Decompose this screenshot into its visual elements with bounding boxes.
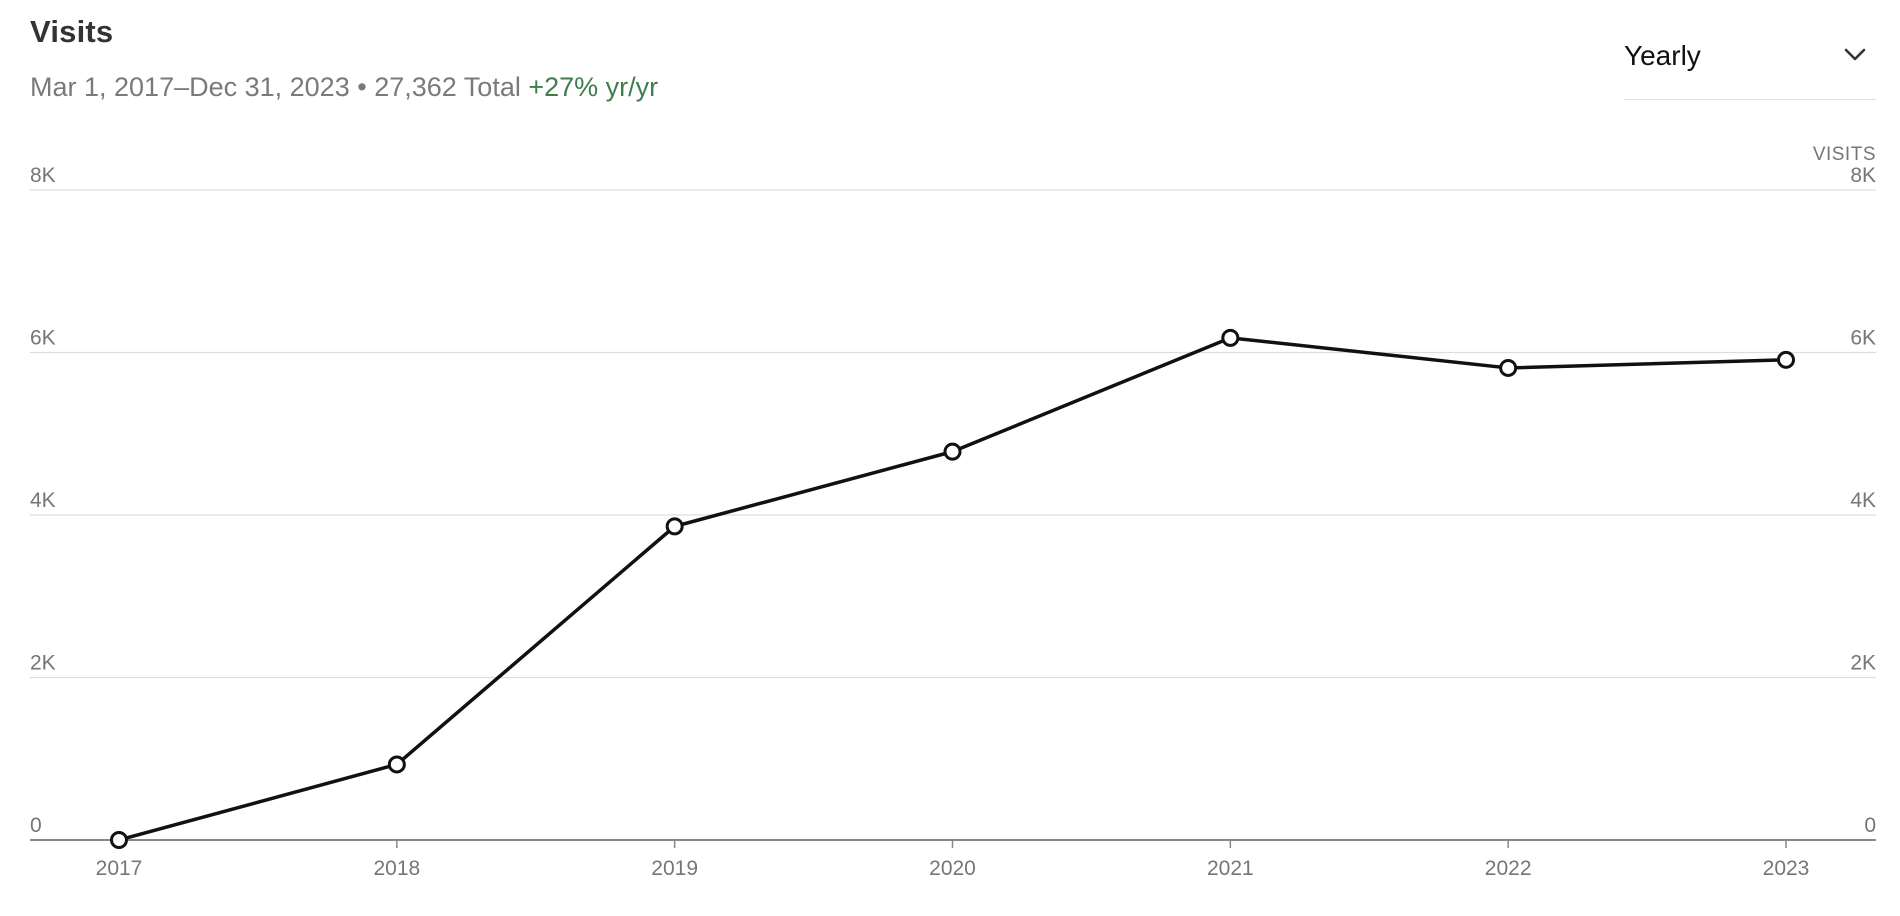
x-tick-label: 2022 [1485,857,1532,880]
y-tick-label-left: 0 [30,814,42,837]
data-point[interactable] [1499,358,1518,377]
y-tick-label-right: 4K [1850,489,1876,512]
y-tick-label-left: 2K [30,652,56,675]
data-point[interactable] [110,831,128,849]
data-point[interactable] [1221,328,1240,347]
summary-line: Mar 1, 2017–Dec 31, 2023 • 27,362 Total … [30,72,658,103]
total-visits: 27,362 Total [374,72,521,102]
data-point[interactable] [665,517,684,536]
data-point[interactable] [943,442,962,461]
x-tick-label: 2023 [1763,857,1810,880]
y-tick-label-right: 8K [1850,164,1876,187]
y-tick-label-left: 4K [30,489,56,512]
data-point[interactable] [387,755,406,774]
y-tick-label-right: 2K [1850,652,1876,675]
y-axis-title: VISITS [1813,144,1876,165]
period-dropdown[interactable]: Yearly [1624,24,1876,100]
period-dropdown-value: Yearly [1624,40,1701,71]
growth-badge: +27% yr/yr [528,72,659,102]
page-title: Visits [30,14,114,49]
y-tick-label-left: 8K [30,164,56,187]
date-range: Mar 1, 2017–Dec 31, 2023 [30,72,350,102]
x-tick-label: 2019 [651,857,698,880]
data-point[interactable] [1777,350,1795,369]
y-tick-label-right: 0 [1864,814,1876,837]
series-line [117,336,1788,842]
chevron-down-icon [1844,48,1866,61]
y-tick-label-left: 6K [30,327,56,350]
x-tick-label: 2017 [96,857,143,880]
x-tick-label: 2018 [373,857,420,880]
x-tick-label: 2020 [929,857,976,880]
x-tick-label: 2021 [1207,857,1254,880]
chart-header: Visits Mar 1, 2017–Dec 31, 2023 • 27,362… [30,14,658,103]
separator-dot: • [357,72,367,102]
y-tick-label-right: 6K [1850,327,1876,350]
